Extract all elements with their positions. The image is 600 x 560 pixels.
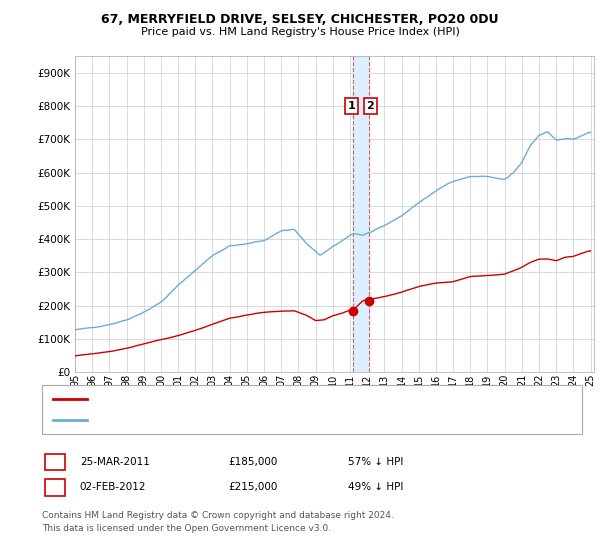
Text: £185,000: £185,000 — [228, 457, 277, 467]
Text: 2: 2 — [367, 101, 374, 111]
Text: HPI: Average price, detached house, Chichester: HPI: Average price, detached house, Chic… — [96, 415, 329, 425]
Bar — [353, 56, 368, 372]
Text: 02-FEB-2012: 02-FEB-2012 — [80, 482, 146, 492]
Text: 57% ↓ HPI: 57% ↓ HPI — [348, 457, 403, 467]
Text: 67, MERRYFIELD DRIVE, SELSEY, CHICHESTER, PO20 0DU (detached house): 67, MERRYFIELD DRIVE, SELSEY, CHICHESTER… — [96, 394, 465, 404]
Text: Contains HM Land Registry data © Crown copyright and database right 2024.
This d: Contains HM Land Registry data © Crown c… — [42, 511, 394, 533]
Text: 2: 2 — [51, 482, 59, 492]
Text: 1: 1 — [347, 101, 355, 111]
Text: 1: 1 — [51, 457, 59, 467]
Text: £215,000: £215,000 — [228, 482, 277, 492]
Text: 25-MAR-2011: 25-MAR-2011 — [80, 457, 149, 467]
Text: 67, MERRYFIELD DRIVE, SELSEY, CHICHESTER, PO20 0DU: 67, MERRYFIELD DRIVE, SELSEY, CHICHESTER… — [101, 13, 499, 26]
Text: 49% ↓ HPI: 49% ↓ HPI — [348, 482, 403, 492]
Text: Price paid vs. HM Land Registry's House Price Index (HPI): Price paid vs. HM Land Registry's House … — [140, 27, 460, 37]
